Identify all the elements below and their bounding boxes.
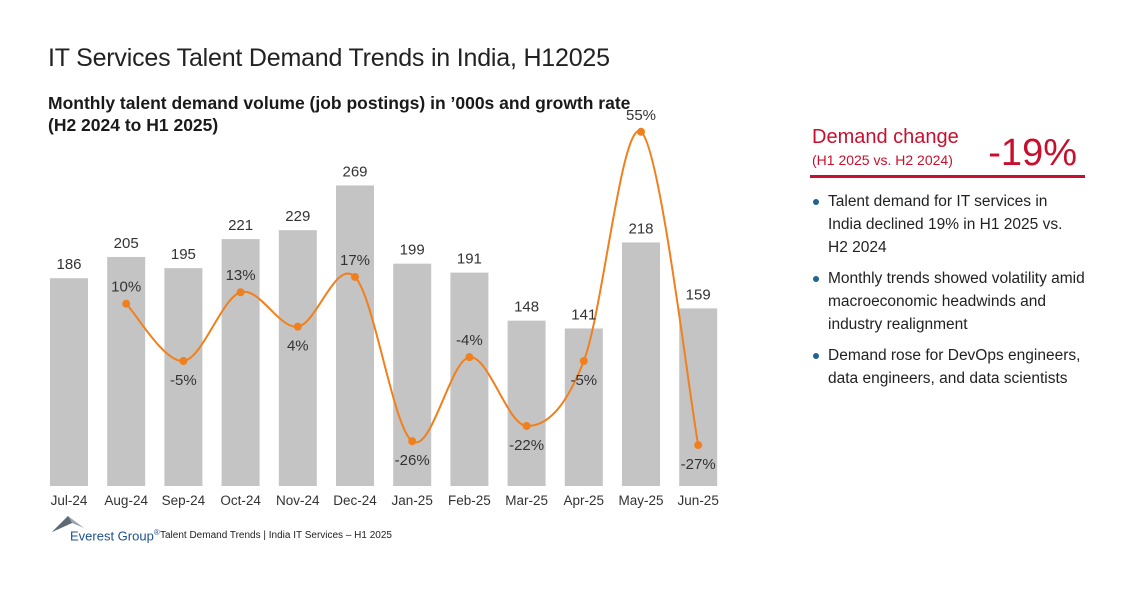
bar-nov-24 xyxy=(278,230,317,486)
bar-value-label: 195 xyxy=(171,246,196,263)
x-tick-label: Mar-25 xyxy=(505,493,548,508)
bar-value-label: 141 xyxy=(571,306,596,323)
demand-change-title: Demand change xyxy=(812,126,959,148)
x-tick-label: Nov-24 xyxy=(276,493,320,508)
bullet-dot-icon xyxy=(813,276,819,282)
company-logo: Everest Group® xyxy=(70,528,160,543)
bar-value-label: 218 xyxy=(628,220,653,237)
bar-value-label: 205 xyxy=(114,235,139,252)
growth-point xyxy=(293,322,302,331)
bar-feb-25 xyxy=(450,272,489,486)
logo-registered-mark: ® xyxy=(153,528,160,537)
bar-value-label: 159 xyxy=(686,286,711,303)
insight-list: Talent demand for IT services in India d… xyxy=(810,190,1085,390)
growth-point xyxy=(179,357,188,365)
x-tick-label: May-25 xyxy=(618,493,663,508)
bar-apr-25 xyxy=(564,328,603,486)
bar-aug-24 xyxy=(107,256,146,486)
bar-sep-24 xyxy=(164,268,203,486)
x-tick-label: Jun-25 xyxy=(678,493,719,508)
growth-label: 17% xyxy=(340,252,370,269)
x-tick-label: Dec-24 xyxy=(333,493,377,508)
demand-change-period: (H1 2025 vs. H2 2024) xyxy=(812,152,953,168)
bar-jun-25 xyxy=(679,308,718,486)
growth-label: -26% xyxy=(395,452,430,469)
growth-point xyxy=(122,299,131,308)
bar-value-label: 221 xyxy=(228,217,253,234)
growth-point xyxy=(694,441,703,450)
bar-value-label: 269 xyxy=(342,163,367,180)
bar-jan-25 xyxy=(393,263,432,486)
bar-value-label: 199 xyxy=(400,242,425,259)
bar-oct-24 xyxy=(221,239,260,486)
demand-change-header: Demand change (H1 2025 vs. H2 2024) -19% xyxy=(810,124,1085,178)
bullet-dot-icon xyxy=(813,353,819,359)
x-tick-label: Sep-24 xyxy=(162,493,206,508)
bar-value-label: 229 xyxy=(285,208,310,225)
growth-point xyxy=(465,353,474,362)
bar-dec-24 xyxy=(336,185,374,486)
chart-subtitle-line-1: Monthly talent demand volume (job postin… xyxy=(48,93,631,113)
x-tick-label: Apr-25 xyxy=(564,493,605,508)
growth-line-layer xyxy=(122,127,703,450)
side-panel: Demand change (H1 2025 vs. H2 2024) -19%… xyxy=(810,124,1085,398)
growth-point xyxy=(637,127,645,136)
page-title: IT Services Talent Demand Trends in Indi… xyxy=(48,44,610,72)
bar-mar-25 xyxy=(507,320,546,486)
growth-point xyxy=(236,288,245,297)
demand-change-value: -19% xyxy=(988,132,1077,174)
insight-item: Monthly trends showed volatility amid ma… xyxy=(810,267,1085,336)
growth-label: 4% xyxy=(287,338,309,355)
bar-jul-24 xyxy=(50,278,88,486)
everest-mountain-icon xyxy=(52,516,84,532)
x-tick-label: Jul-24 xyxy=(51,493,88,508)
bullet-dot-icon xyxy=(813,199,819,205)
growth-point xyxy=(351,272,359,281)
growth-label: -5% xyxy=(570,372,597,389)
growth-point xyxy=(579,357,588,365)
insight-text: Monthly trends showed volatility amid ma… xyxy=(828,270,1085,333)
footer: Everest Group® Talent Demand Trends | In… xyxy=(50,514,510,544)
x-tick-label: Feb-25 xyxy=(448,493,491,508)
bar-value-label: 148 xyxy=(514,299,539,316)
labels-layer: 186 Jul-24 205 Aug-24 195 Sep-24 221 Oct-24 229 N… xyxy=(51,107,719,508)
chart-subtitle-line-2: (H2 2024 to H1 2025) xyxy=(48,115,219,135)
growth-label: -27% xyxy=(681,456,716,473)
growth-label: 13% xyxy=(226,267,256,284)
growth-label: -22% xyxy=(509,437,544,454)
bar-value-label: 191 xyxy=(457,251,482,268)
growth-label: 10% xyxy=(111,279,141,296)
growth-point xyxy=(522,421,531,430)
logo-text: Everest Group xyxy=(70,528,154,544)
insight-item: Talent demand for IT services in India d… xyxy=(810,190,1085,259)
insight-text: Talent demand for IT services in India d… xyxy=(828,193,1063,256)
growth-label: -5% xyxy=(170,372,197,389)
bars-layer xyxy=(50,185,718,486)
chart-subtitle: Monthly talent demand volume (job postin… xyxy=(48,92,748,136)
growth-point xyxy=(408,437,417,446)
x-tick-label: Jan-25 xyxy=(392,493,433,508)
bar-may-25 xyxy=(622,242,660,486)
insight-item: Demand rose for DevOps engineers, data e… xyxy=(810,344,1085,390)
bar-value-label: 186 xyxy=(56,256,81,273)
x-tick-label: Oct-24 xyxy=(220,493,261,508)
growth-label: -4% xyxy=(456,332,483,349)
x-tick-label: Aug-24 xyxy=(104,493,148,508)
insight-text: Demand rose for DevOps engineers, data e… xyxy=(828,347,1081,387)
footer-caption: Talent Demand Trends | India IT Services… xyxy=(160,530,392,541)
growth-label: 55% xyxy=(626,107,656,124)
